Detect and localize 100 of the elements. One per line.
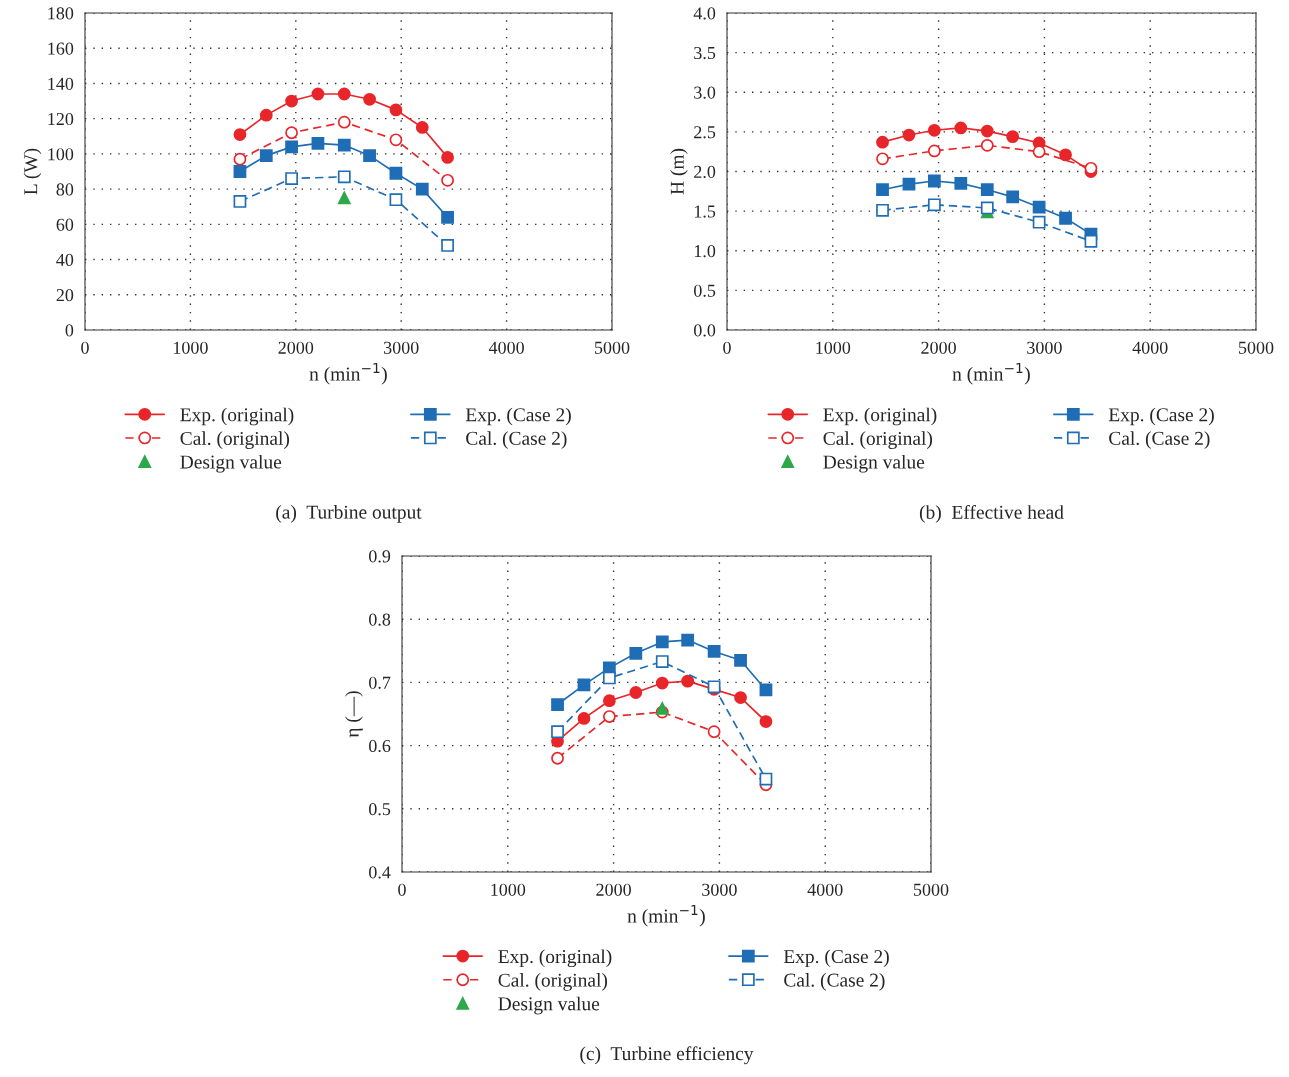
- point: [551, 698, 564, 711]
- point: [759, 772, 773, 786]
- point: [927, 174, 941, 188]
- point: [337, 191, 351, 205]
- point: [233, 152, 247, 166]
- point: [734, 691, 747, 704]
- y-axis-title: L (W): [23, 148, 42, 195]
- point: [954, 121, 968, 135]
- legend-label: Exp. (original): [498, 949, 612, 968]
- x-axis-title: n (min$^{−1}$): [309, 363, 387, 385]
- x-tick-label: 3000: [702, 883, 737, 896]
- point: [337, 87, 351, 101]
- x-tick-label: 4000: [1132, 341, 1168, 354]
- point: [1084, 161, 1098, 175]
- point: [337, 138, 351, 152]
- point: [233, 128, 247, 141]
- y-tick-label: 3.0: [694, 86, 716, 99]
- y-tick-label: 3.5: [694, 46, 716, 60]
- y-tick-label: 160: [48, 42, 74, 55]
- text: (c) Turbine efficiency: [580, 1046, 754, 1065]
- x-tick-label: 5000: [1238, 341, 1274, 354]
- y-axis-title: η (—): [345, 691, 363, 738]
- point: [415, 121, 429, 134]
- point: [876, 183, 889, 197]
- point: [311, 136, 325, 150]
- point: [629, 646, 643, 660]
- point: [1032, 215, 1046, 229]
- point: [311, 87, 325, 101]
- point: [980, 124, 994, 138]
- point: [233, 195, 247, 208]
- y-tick-label: 0.7: [369, 676, 391, 689]
- y-tick-label: 100: [48, 148, 74, 161]
- point: [285, 140, 298, 154]
- x-tick-label: 2000: [596, 883, 631, 896]
- x-tick-label: 3000: [1027, 341, 1062, 354]
- point: [681, 674, 695, 688]
- point: [415, 182, 429, 196]
- y-tick-label: 0.9: [369, 550, 391, 563]
- point: [577, 712, 591, 725]
- legend-label: Design value: [498, 996, 600, 1015]
- x-tick-label: 0: [398, 883, 406, 896]
- point: [441, 210, 454, 224]
- legend-label: Design value: [180, 454, 282, 473]
- point: [629, 686, 643, 699]
- legend-label: Exp. (Case 2): [783, 949, 889, 968]
- point: [927, 144, 941, 158]
- x-tick-label: 2000: [278, 341, 314, 354]
- y-tick-label: 2.5: [694, 126, 716, 139]
- point: [1059, 211, 1072, 225]
- point: [602, 710, 616, 723]
- legend-label: Cal. (original): [823, 431, 933, 449]
- point: [655, 701, 669, 715]
- point: [363, 149, 376, 163]
- point: [980, 138, 994, 152]
- point: [876, 152, 889, 166]
- point: [954, 176, 968, 190]
- point: [389, 133, 403, 147]
- point: [1032, 145, 1046, 159]
- legend-label: Exp. (Case 2): [465, 407, 571, 426]
- y-tick-label: 0.4: [369, 866, 391, 879]
- y-tick-label: 0.5: [694, 284, 716, 297]
- point: [1006, 190, 1020, 204]
- x-tick-label: 1000: [173, 341, 208, 354]
- y-tick-label: 2.0: [694, 165, 716, 179]
- point: [902, 177, 916, 191]
- point: [602, 694, 616, 708]
- x-tick-label: 5000: [594, 341, 630, 354]
- point: [337, 170, 351, 184]
- point: [285, 172, 298, 185]
- point: [1059, 148, 1072, 162]
- x-tick-label: 4000: [488, 341, 524, 354]
- point: [902, 128, 916, 142]
- point: [876, 135, 889, 149]
- point: [980, 183, 994, 197]
- x-axis-title: n (min$^{−1}$): [952, 363, 1030, 385]
- point: [734, 653, 747, 667]
- x-tick-label: 4000: [807, 883, 843, 896]
- legend-label: Cal. (original): [498, 973, 608, 991]
- point: [441, 173, 454, 187]
- point: [233, 165, 247, 178]
- point: [707, 725, 721, 739]
- y-tick-label: 120: [48, 112, 74, 126]
- y-tick-label: 0: [65, 324, 74, 337]
- y-tick-label: 0.6: [369, 739, 391, 753]
- y-axis-title: H (m): [670, 148, 688, 195]
- legend-label: Exp. (original): [180, 407, 294, 426]
- point: [927, 123, 941, 137]
- point: [876, 203, 889, 217]
- x-tick-label: 1000: [816, 341, 851, 354]
- point: [363, 92, 376, 106]
- point: [577, 678, 591, 692]
- point: [655, 635, 669, 649]
- y-tick-label: 1.5: [694, 205, 716, 218]
- legend-label: Cal. (original): [180, 431, 290, 449]
- point: [1006, 130, 1020, 144]
- point: [681, 633, 695, 647]
- y-tick-label: 1.0: [694, 245, 716, 258]
- point: [337, 115, 351, 129]
- point: [1084, 234, 1098, 248]
- point: [602, 671, 616, 685]
